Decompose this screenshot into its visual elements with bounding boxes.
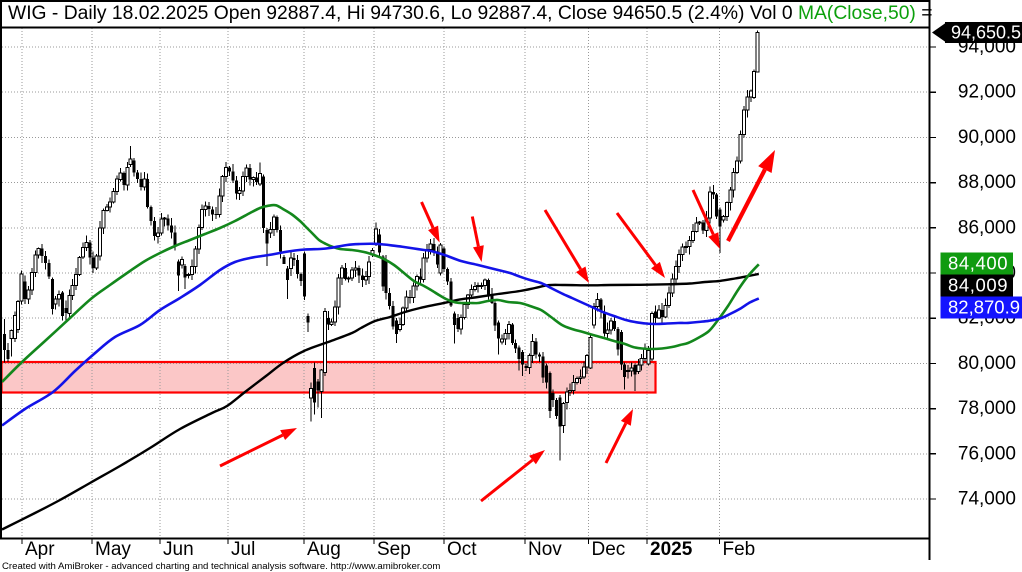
svg-text:WIG - Daily 18.02.2025 Open 92: WIG - Daily 18.02.2025 Open 92887.4, Hi … (8, 3, 932, 24)
svg-text:74,000: 74,000 (958, 489, 1016, 510)
svg-text:78,000: 78,000 (958, 398, 1016, 419)
svg-text:76,000: 76,000 (958, 443, 1016, 464)
svg-text:Dec: Dec (592, 539, 626, 560)
svg-text:Jun: Jun (163, 539, 194, 560)
svg-text:80,000: 80,000 (958, 353, 1016, 374)
svg-text:Nov: Nov (528, 539, 562, 560)
svg-text:Sep: Sep (377, 539, 411, 560)
svg-text:Aug: Aug (307, 539, 341, 560)
svg-text:Created with AmiBroker - advan: Created with AmiBroker - advanced charti… (2, 561, 440, 572)
svg-text:Oct: Oct (447, 539, 477, 560)
svg-text:90,000: 90,000 (958, 127, 1016, 148)
svg-text:92,000: 92,000 (958, 82, 1016, 103)
svg-text:Feb: Feb (723, 539, 756, 560)
svg-text:82,870.9: 82,870.9 (948, 297, 1020, 318)
svg-text:84,009: 84,009 (948, 275, 1008, 296)
svg-text:Jul: Jul (231, 539, 255, 560)
svg-text:2025: 2025 (650, 539, 693, 560)
svg-text:88,000: 88,000 (958, 172, 1016, 193)
svg-text:84,400: 84,400 (948, 253, 1008, 274)
svg-text:May: May (95, 539, 131, 560)
svg-text:94,650.5: 94,650.5 (951, 23, 1021, 43)
svg-text:86,000: 86,000 (958, 217, 1016, 238)
svg-text:Apr: Apr (25, 539, 55, 560)
